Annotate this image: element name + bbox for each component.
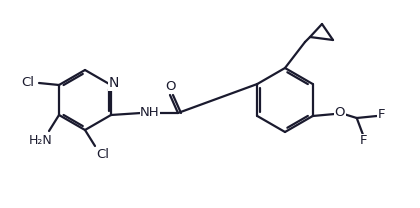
- Text: F: F: [360, 135, 368, 147]
- Text: H₂N: H₂N: [29, 134, 53, 146]
- Text: NH: NH: [140, 106, 160, 120]
- Text: Cl: Cl: [97, 149, 110, 161]
- Text: N: N: [109, 76, 119, 90]
- Text: F: F: [378, 109, 386, 121]
- Text: O: O: [334, 106, 345, 120]
- Text: O: O: [166, 79, 176, 93]
- Text: Cl: Cl: [21, 77, 34, 89]
